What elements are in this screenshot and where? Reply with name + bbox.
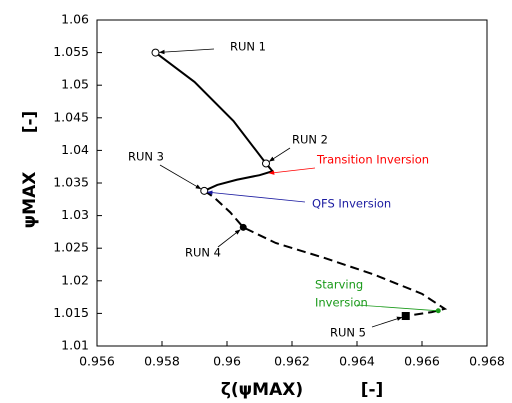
y-tick-label: 1.06: [61, 12, 89, 27]
run-marker: [262, 159, 270, 168]
run-label: RUN 3: [128, 150, 164, 164]
y-tick-label: 1.045: [53, 109, 89, 124]
run-marker: [151, 48, 160, 57]
annotation-text: QFS Inversion: [312, 197, 391, 211]
run-arrow: [371, 316, 403, 328]
x-tick-label: 0.962: [274, 354, 310, 369]
y-axis-label: ψMAX: [20, 172, 40, 229]
curve: [154, 51, 275, 192]
y-tick-label: 1.03: [61, 207, 89, 222]
x-tick-label: 0.964: [339, 354, 375, 369]
plot-frame: [96, 19, 488, 347]
x-tick-label: 0.968: [469, 354, 505, 369]
y-tick-label: 1.055: [53, 44, 89, 59]
run-marker: [200, 186, 209, 195]
x-tick-label: 0.958: [144, 354, 180, 369]
run-label: RUN 4: [185, 246, 221, 260]
run-marker: [401, 312, 410, 321]
annotation-text: Inversion: [315, 296, 368, 310]
run-arrow: [217, 229, 241, 248]
y-tick-label: 1.04: [61, 142, 89, 157]
run-label: RUN 5: [330, 326, 366, 340]
y-tick-label: 1.01: [61, 338, 89, 353]
run-label: RUN 1: [230, 40, 266, 54]
y-axis-unit: [-]: [20, 111, 40, 134]
run-marker: [239, 223, 247, 231]
annotation-arrow: [356, 304, 439, 312]
run-arrow: [158, 48, 215, 55]
run-arrow: [159, 164, 202, 190]
y-tick-label: 1.02: [61, 272, 89, 287]
annotation-text: Starving: [315, 278, 363, 292]
y-tick-label: 1.025: [53, 240, 89, 255]
annotation-arrow: [206, 190, 306, 203]
y-tick-label: 1.05: [61, 77, 89, 92]
annotation-dot: [435, 308, 441, 314]
run-arrow: [268, 147, 291, 162]
curve: [203, 189, 448, 317]
x-tick-label: 0.96: [213, 354, 241, 369]
annotation-text: Transition Inversion: [316, 153, 429, 167]
x-axis-unit: [-]: [361, 380, 384, 400]
y-tick-label: 1.015: [53, 305, 89, 320]
y-tick-label: 1.035: [53, 175, 89, 190]
annotation-arrow: [268, 167, 316, 175]
x-axis-label: ζ(ψMAX): [221, 380, 303, 400]
x-tick-label: 0.956: [79, 354, 115, 369]
x-tick-label: 0.966: [404, 354, 440, 369]
run-label: RUN 2: [292, 133, 328, 147]
